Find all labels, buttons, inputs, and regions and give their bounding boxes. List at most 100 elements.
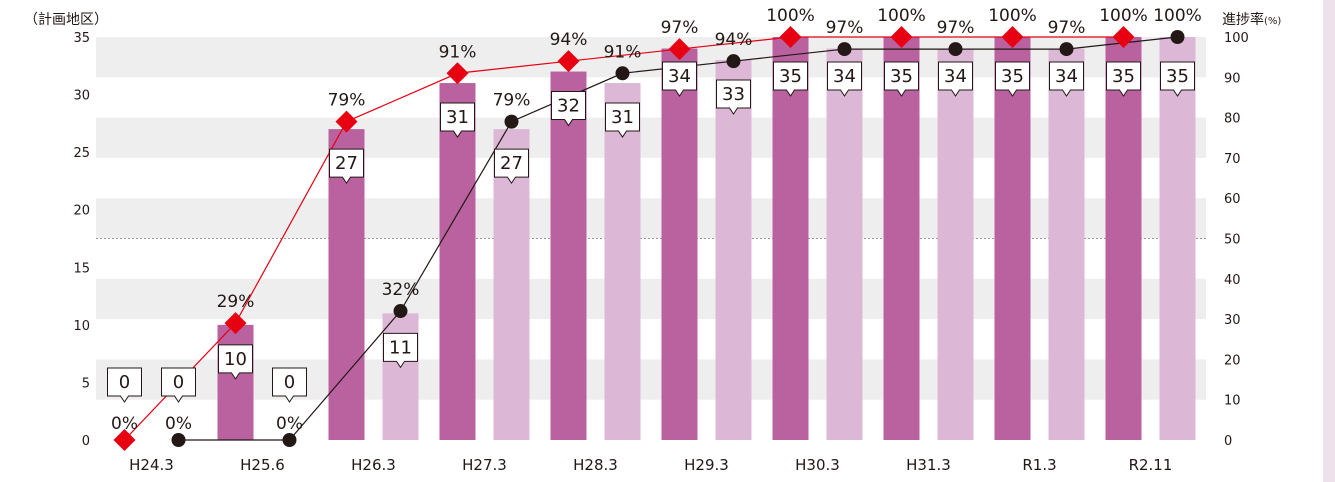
left-tick-label: 10 (73, 319, 90, 334)
percent-label: 100% (766, 6, 815, 26)
right-tick-label: 0 (1224, 434, 1232, 449)
value-box-label: 0 (173, 372, 184, 393)
grid-band (96, 198, 1206, 239)
percent-label: 100% (877, 6, 926, 26)
value-box (1106, 61, 1141, 97)
left-tick-label: 20 (73, 204, 90, 219)
value-box (107, 367, 142, 403)
right-tick-label: 20 (1224, 353, 1241, 368)
circle-marker (948, 42, 963, 57)
circle-marker (726, 54, 741, 69)
value-boxes-group: 0 10 27 31 32 34 35 35 35 35 0 0 11 27 31 33 34 34 34 35 (107, 61, 1195, 403)
bar (661, 48, 698, 441)
value-box-label: 34 (668, 66, 691, 87)
value-box (716, 79, 751, 115)
value-box-label: 0 (119, 372, 130, 393)
value-box-label: 35 (779, 66, 802, 87)
bar (715, 60, 752, 441)
value-box (605, 102, 640, 138)
bars-group (217, 37, 1196, 441)
value-box-label: 35 (890, 66, 913, 87)
value-box (218, 344, 253, 380)
category-label: H24.3 (129, 456, 174, 474)
circle-marker (393, 304, 408, 319)
grid-band (96, 37, 1206, 78)
side-strip (1323, 0, 1335, 482)
circle-marker (1170, 30, 1185, 44)
value-box (662, 61, 697, 97)
percent-label: 100% (1153, 6, 1202, 26)
percent-label: 29% (217, 292, 255, 312)
right-tick-label: 30 (1224, 313, 1241, 328)
grid-band (96, 278, 1206, 320)
value-box (551, 91, 586, 127)
diamond-marker (890, 26, 913, 48)
right-tick-label: 80 (1224, 112, 1241, 127)
left-axis-title: （計画地区） (24, 12, 108, 28)
bar (1048, 48, 1085, 441)
diamond-marker (779, 26, 802, 48)
right-tick-label: 60 (1224, 192, 1241, 207)
bar (1159, 37, 1196, 440)
circle-marker (171, 433, 186, 447)
percent-label: 97% (826, 18, 864, 38)
category-label: H31.3 (906, 456, 951, 474)
right-tick-label: 100 (1224, 31, 1249, 46)
percent-label: 97% (1048, 18, 1086, 38)
diamond-marker (224, 312, 247, 335)
bar (772, 37, 809, 440)
category-label: H30.3 (795, 456, 840, 474)
right-tick-label: 70 (1224, 152, 1241, 167)
category-label: R1.3 (1022, 456, 1056, 474)
value-box-label: 32 (557, 96, 580, 117)
value-box (827, 61, 862, 97)
value-box (494, 148, 529, 185)
value-box-label: 35 (1112, 66, 1135, 87)
markers-group (113, 26, 1185, 451)
value-box-label: 35 (1001, 66, 1024, 87)
category-label: H26.3 (351, 456, 396, 474)
diamond-marker (113, 429, 136, 451)
diamond-marker (668, 38, 691, 61)
value-box-label: 34 (944, 66, 967, 87)
value-box (440, 102, 475, 138)
diamond-marker (1001, 26, 1024, 48)
percent-label: 0% (276, 414, 303, 434)
value-box-label: 0 (284, 372, 295, 393)
right-axis-title: 進捗率(%) (1222, 11, 1281, 28)
right-axis-title-main: 進捗率 (1222, 11, 1264, 28)
right-tick-label: 50 (1224, 233, 1241, 248)
circle-marker (837, 42, 852, 57)
value-box (938, 61, 973, 97)
value-box (884, 61, 919, 97)
percent-label: 100% (988, 6, 1037, 26)
bar (883, 37, 920, 440)
left-tick-label: 35 (73, 31, 90, 46)
category-label: R2.11 (1129, 456, 1173, 474)
bar (382, 313, 419, 440)
diamond-marker (1112, 26, 1135, 48)
bar (550, 71, 587, 441)
value-box-label: 27 (500, 153, 523, 174)
bar (937, 48, 974, 441)
percent-label: 94% (550, 30, 588, 50)
percent-label: 91% (439, 42, 477, 62)
value-box (161, 367, 196, 403)
circle-marker (282, 433, 297, 447)
right-tick-label: 10 (1224, 394, 1241, 409)
percent-label: 0% (111, 414, 138, 434)
grid-band (96, 359, 1206, 400)
percent-label: 97% (661, 18, 699, 38)
percent-label: 91% (604, 42, 642, 62)
grid-band (96, 117, 1206, 158)
value-box-label: 33 (722, 84, 745, 105)
value-box (383, 332, 418, 369)
category-label: H28.3 (573, 456, 618, 474)
diamond-marker (557, 50, 580, 73)
left-tick-label: 15 (73, 261, 90, 276)
value-box-label: 35 (1166, 66, 1189, 87)
value-box-label: 34 (833, 66, 856, 87)
left-tick-label: 0 (82, 434, 90, 449)
value-box-label: 31 (446, 107, 469, 128)
percent-label: 0% (165, 414, 192, 434)
